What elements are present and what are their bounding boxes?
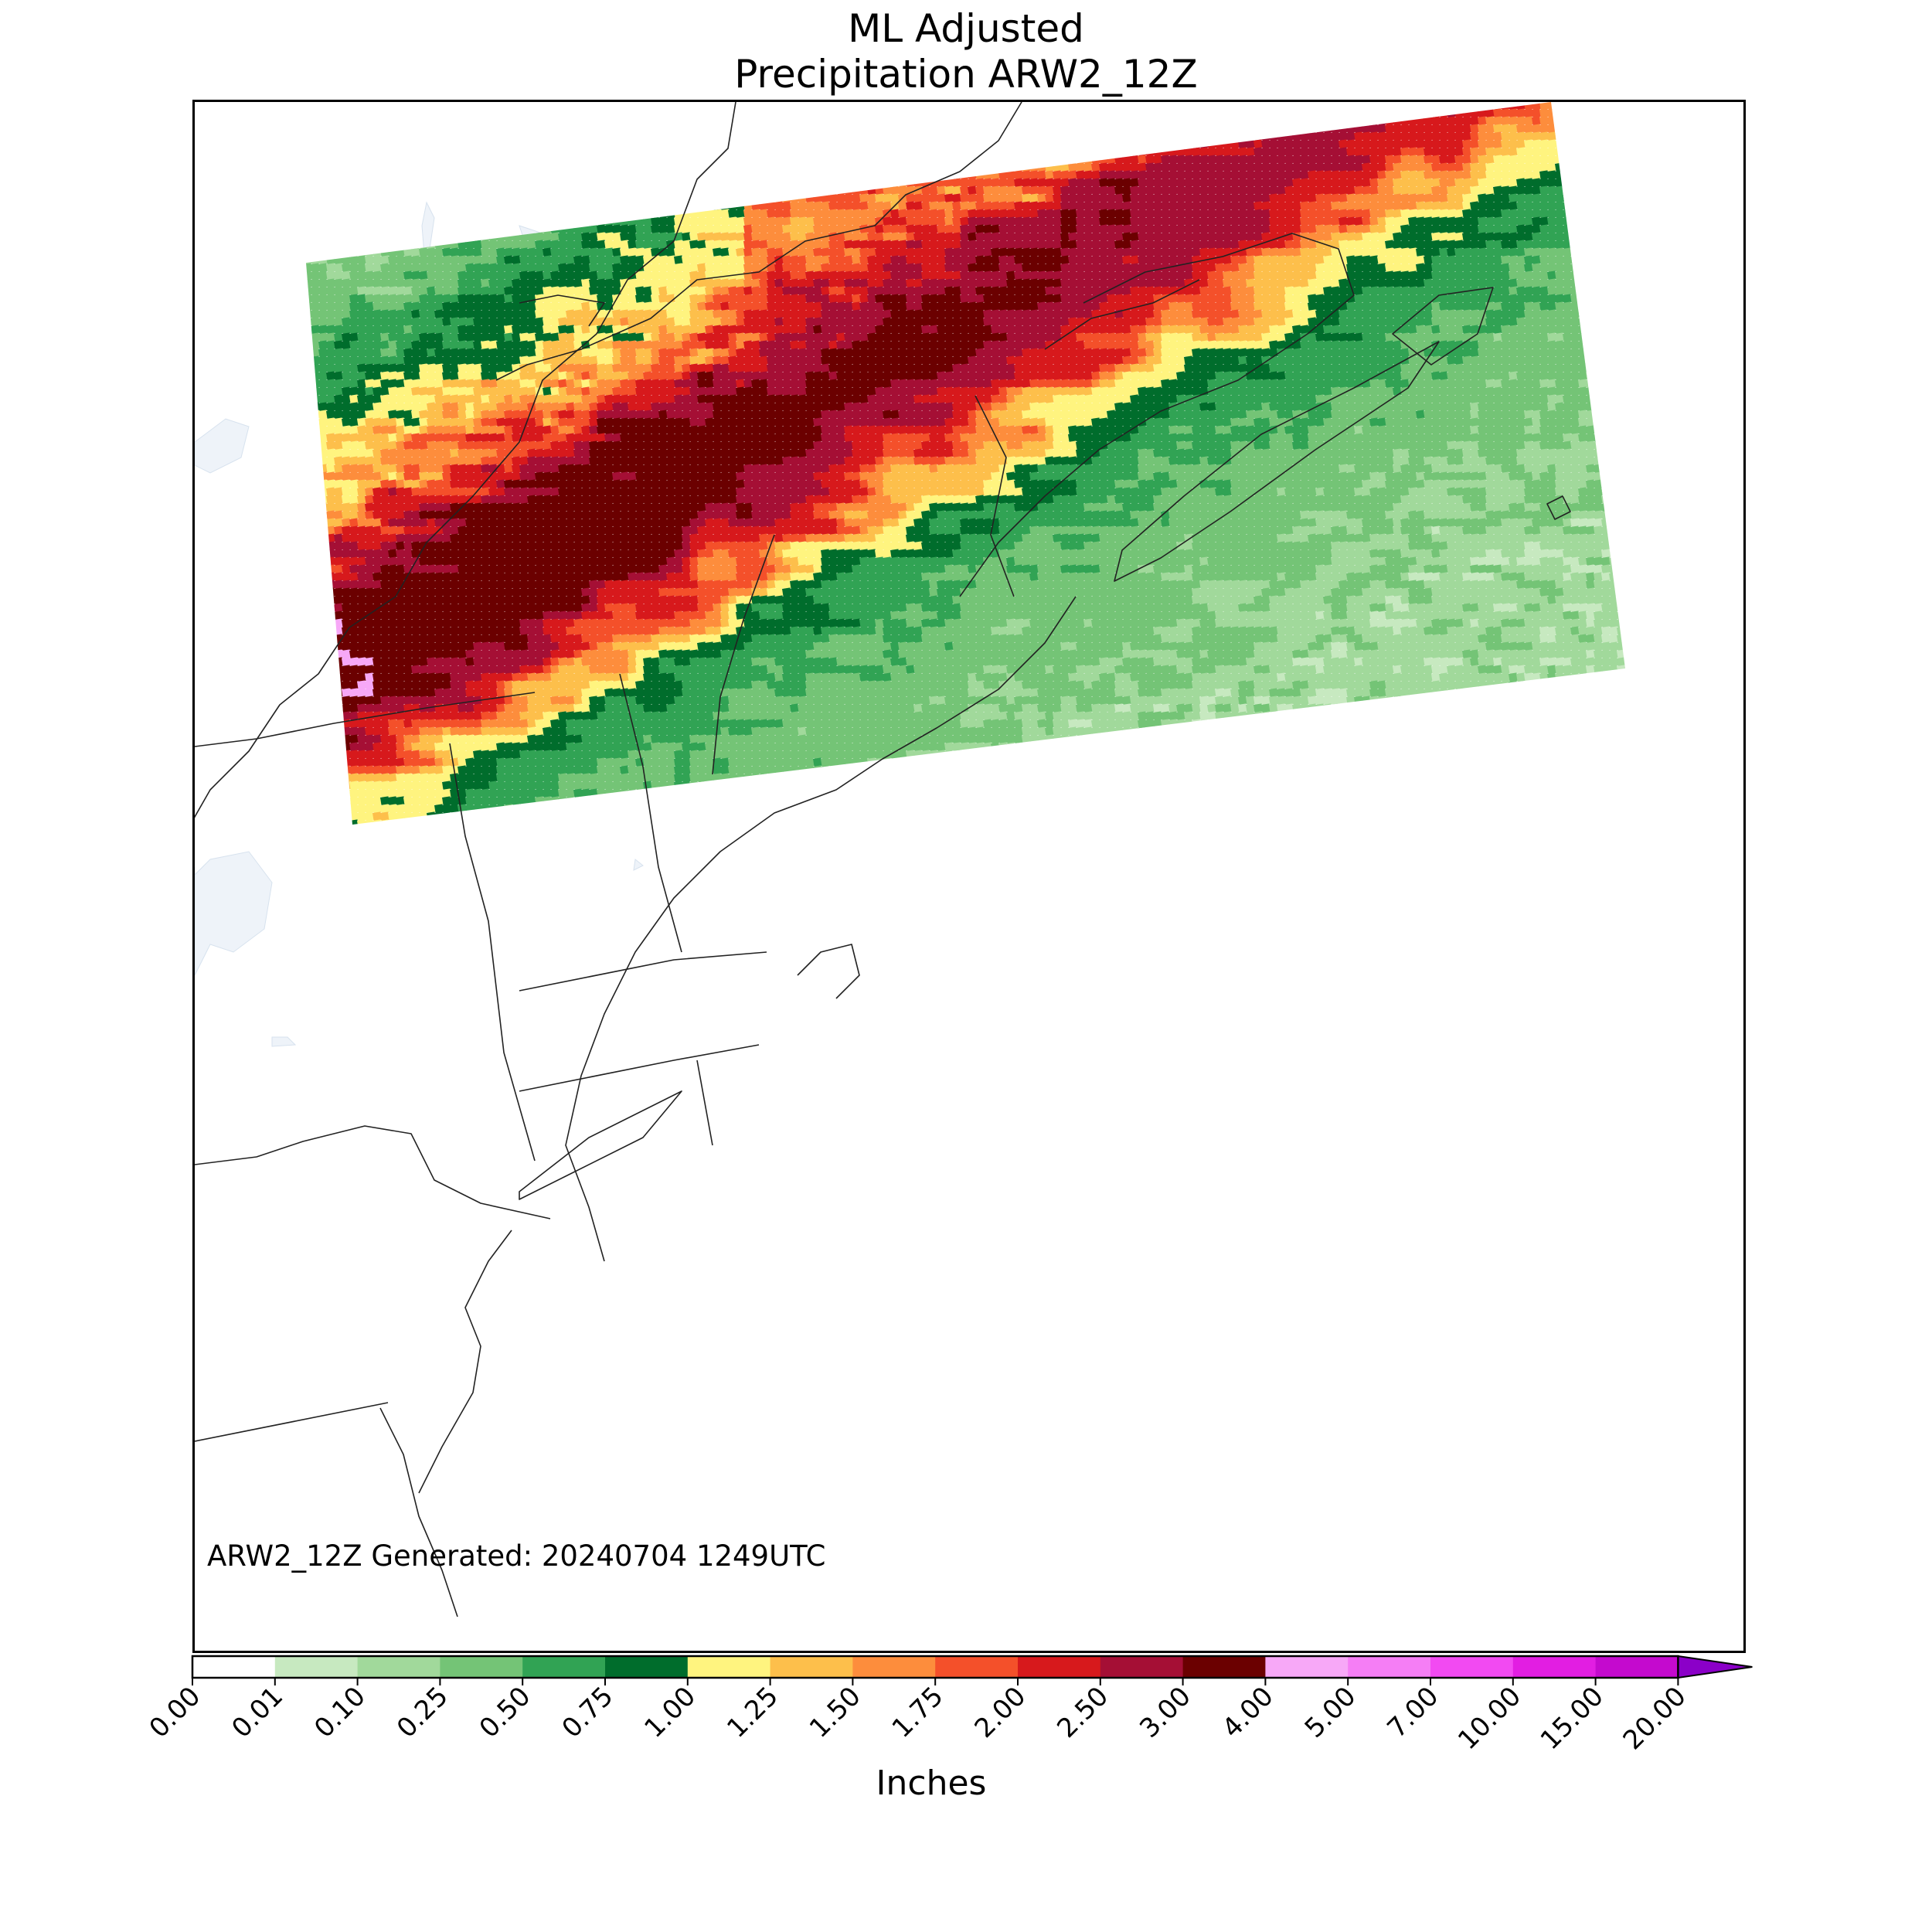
colorbar-cell <box>770 1656 853 1678</box>
colorbar-tick-label: 0.75 <box>556 1681 620 1744</box>
nova-scotia <box>1114 341 1440 582</box>
lake-small-1 <box>271 1036 297 1047</box>
colorbar-cell <box>1348 1656 1431 1678</box>
colorbar-tick-label: 0.50 <box>474 1681 537 1744</box>
chart-title-line2: Precipitation ARW2_12Z <box>734 52 1198 97</box>
colorbar-tick-label: 5.00 <box>1299 1681 1362 1744</box>
ma-north-border <box>519 951 767 992</box>
newfoundland-tip <box>1546 495 1571 520</box>
colorbar-tick-label: 4.00 <box>1216 1681 1280 1744</box>
colorbar-cell <box>1512 1656 1597 1678</box>
colorbar-cell <box>522 1656 606 1678</box>
colorbar-tick-label: 10.00 <box>1452 1681 1527 1756</box>
colorbar-cell <box>687 1656 771 1678</box>
colorbar-tick-label: 0.25 <box>391 1681 454 1744</box>
cape-cod <box>797 944 860 999</box>
map-panel <box>192 100 1746 1653</box>
colorbar-cell <box>1182 1656 1266 1678</box>
colorbar-cell <box>440 1656 523 1678</box>
vt-nh-border <box>619 673 682 953</box>
pei-cape-breton <box>1392 287 1494 366</box>
lake-small-2 <box>633 859 644 871</box>
st-lawrence-coast <box>495 102 1022 381</box>
colorbar-cell <box>935 1656 1019 1678</box>
lake-ontario-outline <box>195 418 250 474</box>
colorbar-cell <box>1100 1656 1184 1678</box>
colorbar-cell <box>605 1656 689 1678</box>
chart-title-line1: ML Adjusted <box>848 6 1084 51</box>
precipitation-map <box>195 102 1625 1617</box>
coastline-north <box>195 102 736 818</box>
ny-canada-border <box>195 692 536 747</box>
colorbar-tick-label: 0.00 <box>144 1681 207 1744</box>
colorbar-tick-label: 1.75 <box>886 1681 950 1744</box>
colorbar-tick-label: 1.50 <box>804 1681 867 1744</box>
colorbar-cell <box>274 1656 359 1678</box>
colorbar-tick-label: 15.00 <box>1535 1681 1610 1756</box>
ny-vt-border <box>449 743 536 1162</box>
maine-border <box>712 534 775 775</box>
quebec-border <box>519 294 605 327</box>
colorbar-tick-label: 1.00 <box>638 1681 702 1744</box>
colorbar-tick-label: 7.00 <box>1382 1681 1445 1744</box>
colorbar-cell <box>852 1656 936 1678</box>
colorbar-cell <box>1595 1656 1679 1678</box>
colorbar-label: Inches <box>876 1764 987 1803</box>
ny-pa-border <box>195 1125 551 1219</box>
ma-south-border <box>519 1044 760 1092</box>
colorbar-tick-label: 0.01 <box>226 1681 289 1744</box>
colorbar-cell <box>357 1656 440 1678</box>
colorbar-tick-label: 20.00 <box>1617 1681 1692 1756</box>
colorbar-cell <box>1430 1656 1514 1678</box>
coastlines-borders <box>195 102 1571 1617</box>
new-england-coast <box>565 596 1077 1262</box>
maritimes-coast <box>959 233 1355 597</box>
colorbar-cell <box>192 1656 276 1678</box>
colorbar-outline <box>191 1655 1679 1679</box>
colorbar-extend-arrow <box>1677 1655 1753 1679</box>
colorbar-tick-label: 2.50 <box>1051 1681 1114 1744</box>
nb-border <box>975 395 1015 597</box>
colorbar-tick-label: 1.25 <box>721 1681 784 1744</box>
precipitation-field <box>306 102 1625 825</box>
chesapeake-bay <box>195 851 273 976</box>
nj-coast <box>418 1230 512 1494</box>
pa-md-border <box>195 1402 389 1442</box>
colorbar-tick-label: 0.10 <box>308 1681 372 1744</box>
long-island <box>519 1090 682 1200</box>
colorbar-cell <box>1265 1656 1349 1678</box>
generated-timestamp: ARW2_12Z Generated: 20240704 1249UTC <box>207 1539 826 1573</box>
colorbar-tick-label: 3.00 <box>1134 1681 1197 1744</box>
ct-ri-border <box>696 1060 713 1146</box>
colorbar-tick-label: 2.00 <box>969 1681 1032 1744</box>
nb-quebec <box>1044 279 1200 350</box>
delmarva <box>379 1407 458 1617</box>
colorbar-cell <box>1018 1656 1101 1678</box>
